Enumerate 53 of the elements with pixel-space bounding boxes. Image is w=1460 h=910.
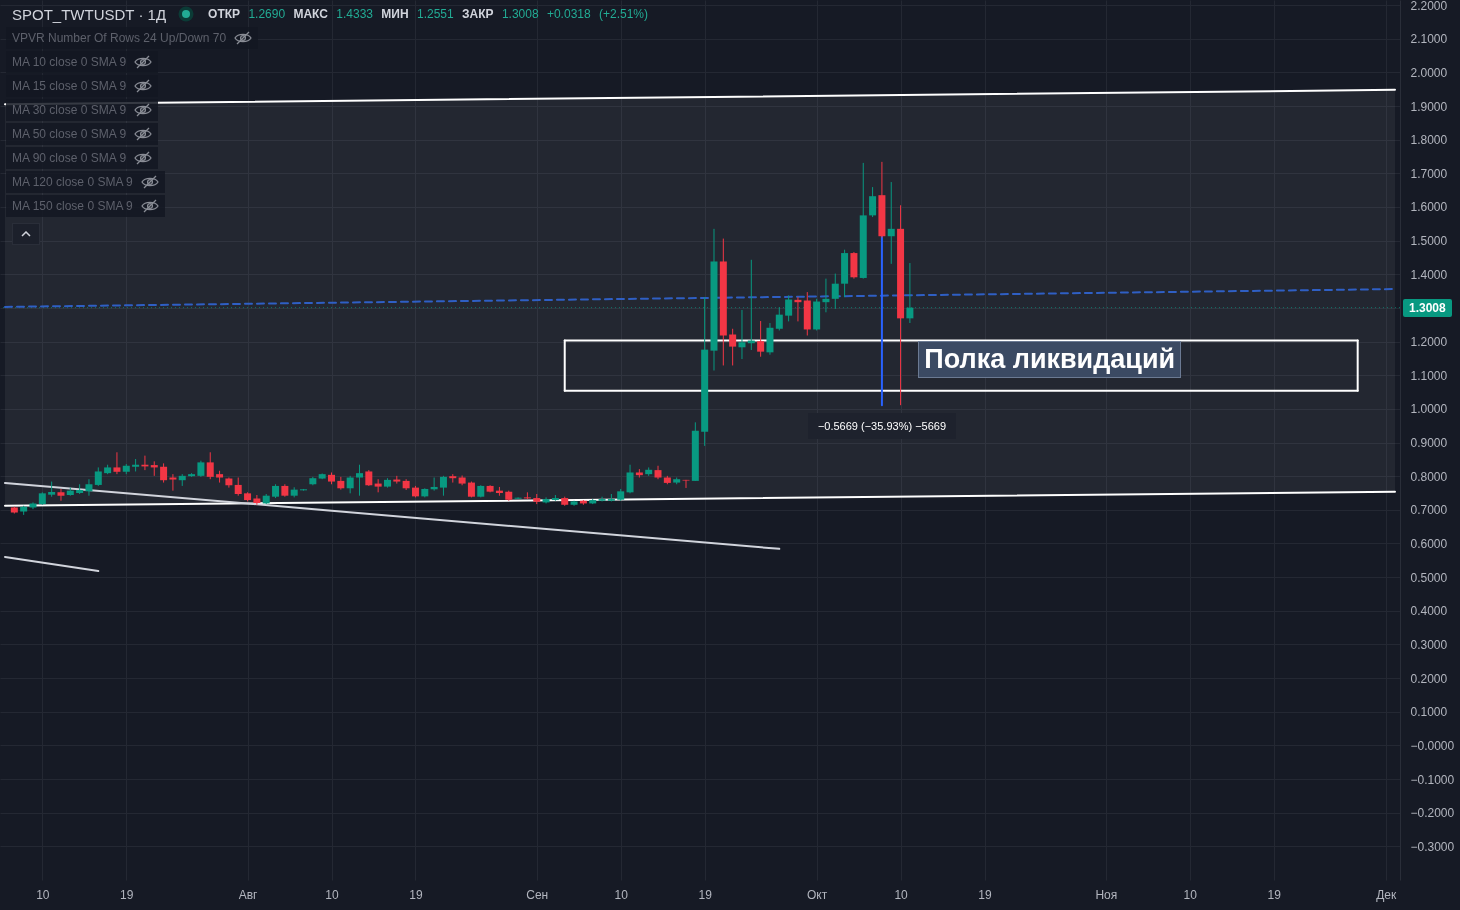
x-tick-label: Дек <box>1376 887 1397 902</box>
y-tick-label: 0.8000 <box>1410 469 1448 484</box>
annotation: VPVR Number Of Rows 24 Up/Down 70 <box>12 31 227 45</box>
x-tick-label: 10 <box>36 887 50 902</box>
x-tick-label: 19 <box>1267 887 1282 902</box>
y-tick-label: 2.0000 <box>1410 65 1448 80</box>
annotation: MA 150 close 0 SMA 9 <box>12 199 133 213</box>
annotation: MA 30 close 0 SMA 9 <box>12 103 127 117</box>
y-tick-label: −0.3000 <box>1410 839 1455 854</box>
y-tick-label: 2.1000 <box>1410 32 1448 47</box>
text: ОТКР 1.2690 МАКС 1.4333 МИН 1.2551 ЗАКР 1.3008 +0.0318 (+2.51%) <box>208 7 649 21</box>
y-tick-label: 1.9000 <box>1410 99 1448 114</box>
annotation: MA 90 close 0 SMA 9 <box>12 151 127 165</box>
x-tick-label: 10 <box>325 887 339 902</box>
annotation: −0.5669 (−35.93%) −5669 <box>807 413 957 440</box>
y-tick-label: 1.5000 <box>1410 234 1448 249</box>
y-tick-label: 2.2000 <box>1410 0 1448 13</box>
x-tick-label: 10 <box>1183 887 1198 902</box>
y-tick-label: 0.2000 <box>1410 671 1448 686</box>
annotation: MA 120 close 0 SMA 9 <box>12 175 133 189</box>
annotation: MA 15 close 0 SMA 9 <box>12 79 127 93</box>
chart-title: SPOT_TWTUSDT · 1Д <box>12 5 167 23</box>
x-tick-label: Сен <box>526 887 549 902</box>
y-tick-label: −0.1000 <box>1410 772 1455 787</box>
x-tick-label: 19 <box>698 887 713 902</box>
x-tick-label: 10 <box>614 887 629 902</box>
y-tick-label: 1.8000 <box>1410 133 1448 148</box>
y-tick-label: −0.0000 <box>1410 738 1455 753</box>
y-tick-label: 0.1000 <box>1410 705 1448 720</box>
x-tick-label: 19 <box>120 887 134 902</box>
x-tick-label: Окт <box>807 887 828 902</box>
y-tick-label: 0.9000 <box>1410 436 1448 451</box>
x-tick-label: 19 <box>978 887 993 902</box>
x-tick-label: Авг <box>238 887 259 902</box>
y-tick-label: 1.0000 <box>1410 402 1448 417</box>
ref-line-label: 1.3008 <box>1403 298 1452 317</box>
annotation: MA 10 close 0 SMA 9 <box>12 55 127 69</box>
y-tick-label: 1.2000 <box>1410 335 1448 350</box>
x-tick-label: Ноя <box>1095 887 1118 902</box>
y-tick-label: 0.6000 <box>1410 536 1448 551</box>
x-tick-label: 19 <box>409 887 423 902</box>
y-tick-label: 1.7000 <box>1410 166 1448 181</box>
y-tick-label: −0.2000 <box>1410 806 1455 821</box>
y-tick-label: 1.6000 <box>1410 200 1448 215</box>
annotation: MA 50 close 0 SMA 9 <box>12 127 127 141</box>
y-tick-label: 1.1000 <box>1410 368 1448 383</box>
y-tick-label: 0.5000 <box>1410 570 1448 585</box>
annotation: Полка ликвидаций <box>918 340 1182 378</box>
y-tick-label: 0.4000 <box>1410 604 1448 619</box>
y-tick-label: 0.7000 <box>1410 503 1448 518</box>
y-tick-label: 1.4000 <box>1410 267 1448 282</box>
y-tick-label: 0.3000 <box>1410 637 1448 652</box>
x-tick-label: 10 <box>894 887 909 902</box>
